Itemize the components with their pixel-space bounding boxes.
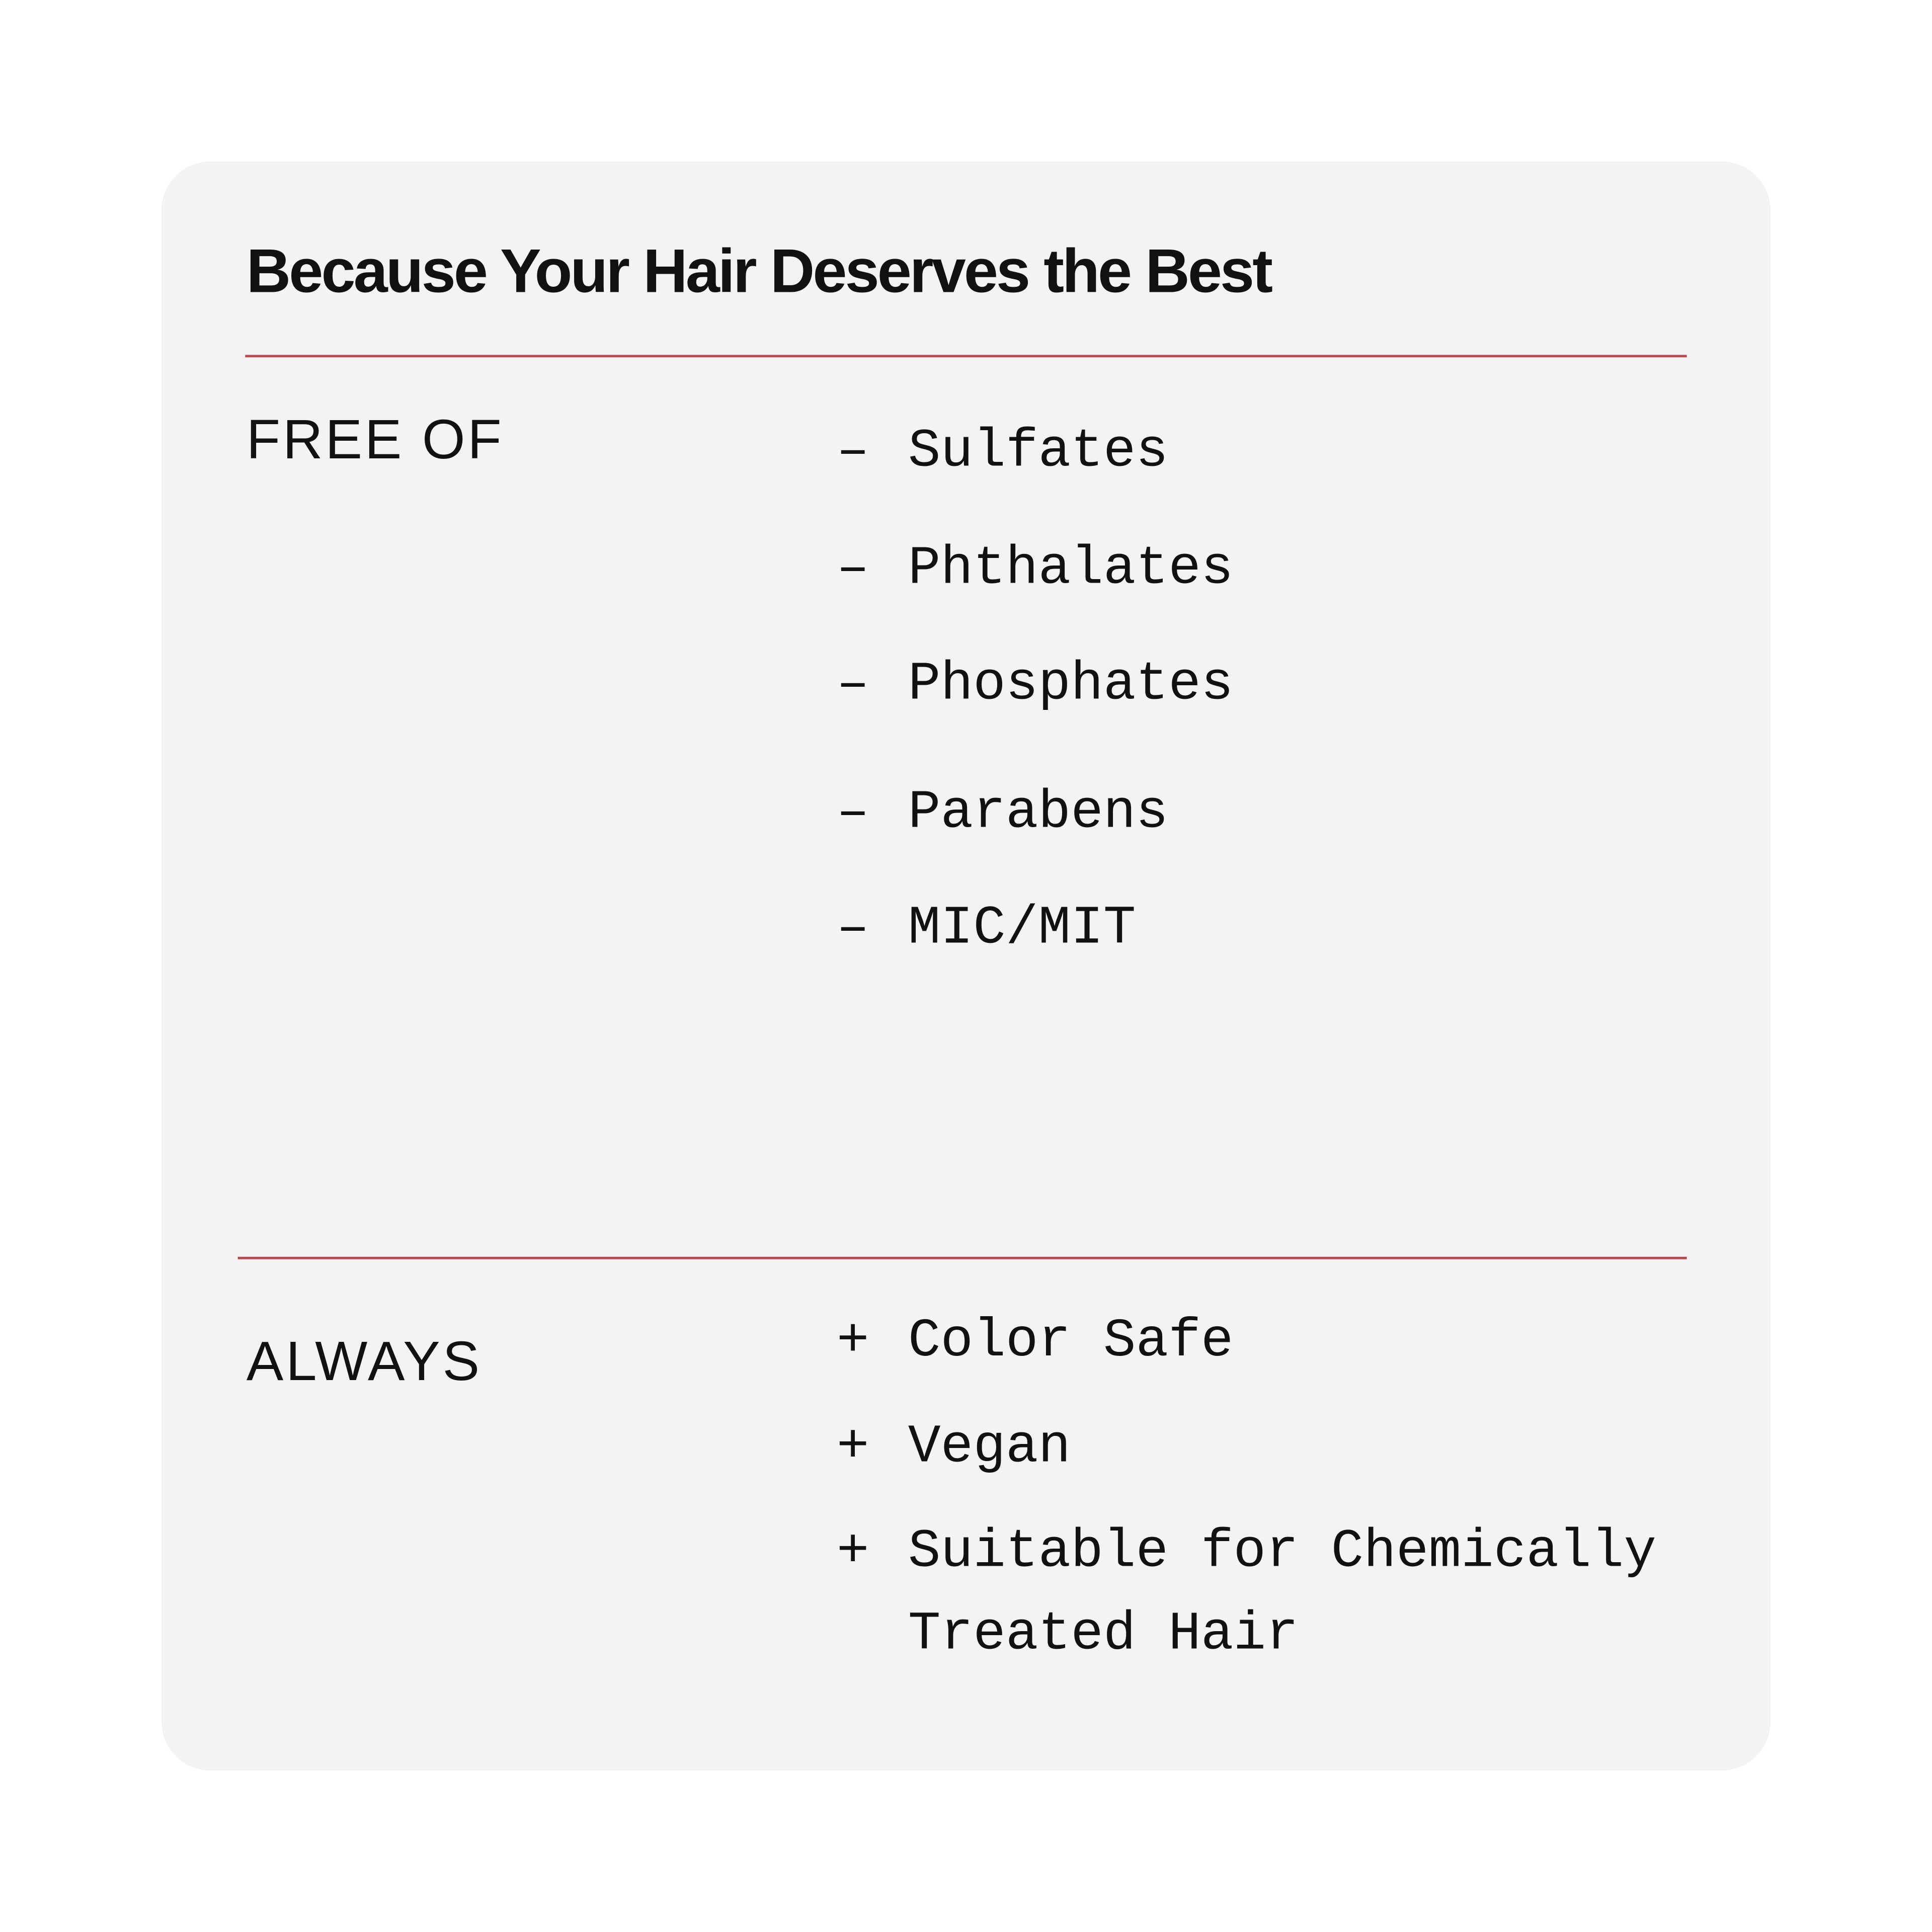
card-title: Because Your Hair Deserves the Best — [246, 236, 1273, 306]
always-item: Suitable for Chemically — [908, 1521, 1657, 1583]
info-card — [161, 161, 1771, 1771]
dash-icon: – — [836, 421, 869, 484]
plus-icon: + — [836, 1417, 869, 1479]
always-item: Vegan — [908, 1417, 1071, 1479]
free-of-item: MIC/MIT — [908, 898, 1136, 960]
divider-top — [245, 355, 1687, 358]
free-of-item: Phosphates — [908, 654, 1234, 716]
free-of-item: Parabens — [908, 782, 1169, 844]
always-item: Color Safe — [908, 1311, 1234, 1373]
divider-middle — [237, 1256, 1687, 1259]
always-item-continued: Treated Hair — [908, 1604, 1299, 1666]
dash-icon: – — [836, 654, 869, 716]
plus-icon: + — [836, 1521, 869, 1583]
dash-icon: – — [836, 538, 869, 600]
free-of-item: Sulfates — [908, 421, 1169, 484]
dash-icon: – — [836, 898, 869, 960]
plus-icon: + — [836, 1311, 869, 1373]
free-of-label: FREE OF — [246, 408, 504, 471]
always-label: ALWAYS — [246, 1329, 482, 1393]
dash-icon: – — [836, 782, 869, 844]
free-of-item: Phthalates — [908, 538, 1234, 600]
